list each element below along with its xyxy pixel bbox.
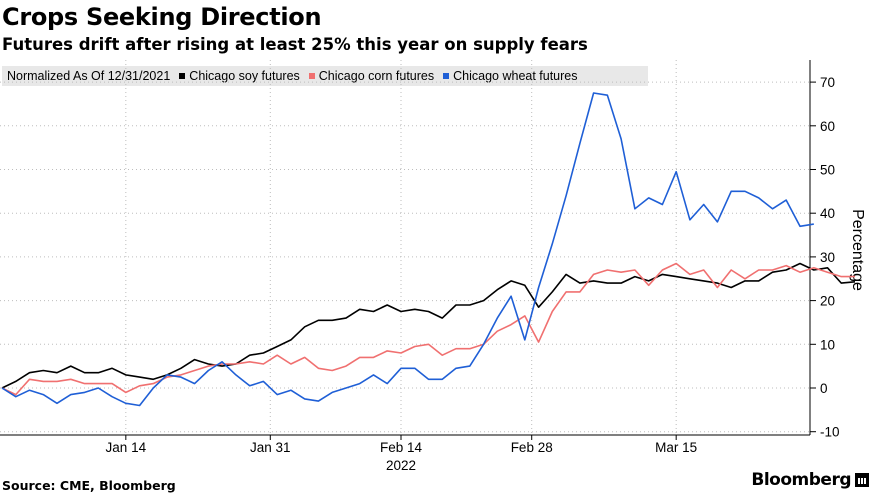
legend-note: Normalized As Of 12/31/2021	[7, 69, 171, 83]
y-tick-label: 10	[820, 337, 835, 352]
series-line-wheat	[1, 92, 814, 407]
legend-label-wheat: Chicago wheat futures	[453, 69, 578, 83]
legend-label-corn: Chicago corn futures	[318, 69, 435, 83]
legend-item-corn: Chicago corn futures	[308, 69, 435, 83]
x-tick-label: Feb 28	[511, 440, 553, 455]
legend-item-soy: Chicago soy futures	[179, 69, 300, 83]
y-tick-label: -10	[820, 425, 840, 440]
legend-swatch-wheat	[443, 73, 450, 79]
y-tick-label: 20	[820, 294, 835, 309]
y-tick-label: 40	[820, 206, 835, 221]
x-tick-label: Mar 15	[655, 440, 697, 455]
y-tick-label: 70	[820, 75, 835, 90]
legend-swatch-soy	[179, 73, 186, 79]
legend-swatch-corn	[308, 73, 315, 79]
x-year-label: 2022	[386, 458, 416, 473]
grid-lines	[0, 60, 810, 435]
y-tick-label: 50	[820, 163, 835, 178]
axes: -10 0 10 20 30 40 50 60 70 Jan 14 Jan 31 Feb 14 Feb …	[0, 60, 866, 473]
series-lines	[1, 92, 856, 407]
source-note: Source: CME, Bloomberg	[2, 478, 176, 493]
legend-label-soy: Chicago soy futures	[189, 69, 300, 83]
x-tick-label: Jan 14	[106, 440, 147, 455]
legend-item-wheat: Chicago wheat futures	[443, 69, 578, 83]
y-tick-label: 30	[820, 250, 835, 265]
y-axis-title: Percentage	[849, 209, 866, 291]
series-line-corn	[1, 262, 855, 396]
legend: Normalized As Of 12/31/2021 Chicago soy …	[2, 66, 648, 86]
y-tick-label: 0	[820, 381, 828, 396]
x-tick-label: Jan 31	[250, 440, 291, 455]
bar-chart-icon	[855, 473, 869, 487]
brand-name: Bloomberg	[751, 470, 851, 490]
series-line-soy	[1, 262, 856, 389]
x-tick-label: Feb 14	[380, 440, 423, 455]
chart-subtitle: Futures drift after rising at least 25% …	[2, 35, 588, 54]
chart-title: Crops Seeking Direction	[2, 3, 322, 31]
brand-logo: Bloomberg	[751, 470, 869, 490]
y-tick-label: 60	[820, 119, 835, 134]
